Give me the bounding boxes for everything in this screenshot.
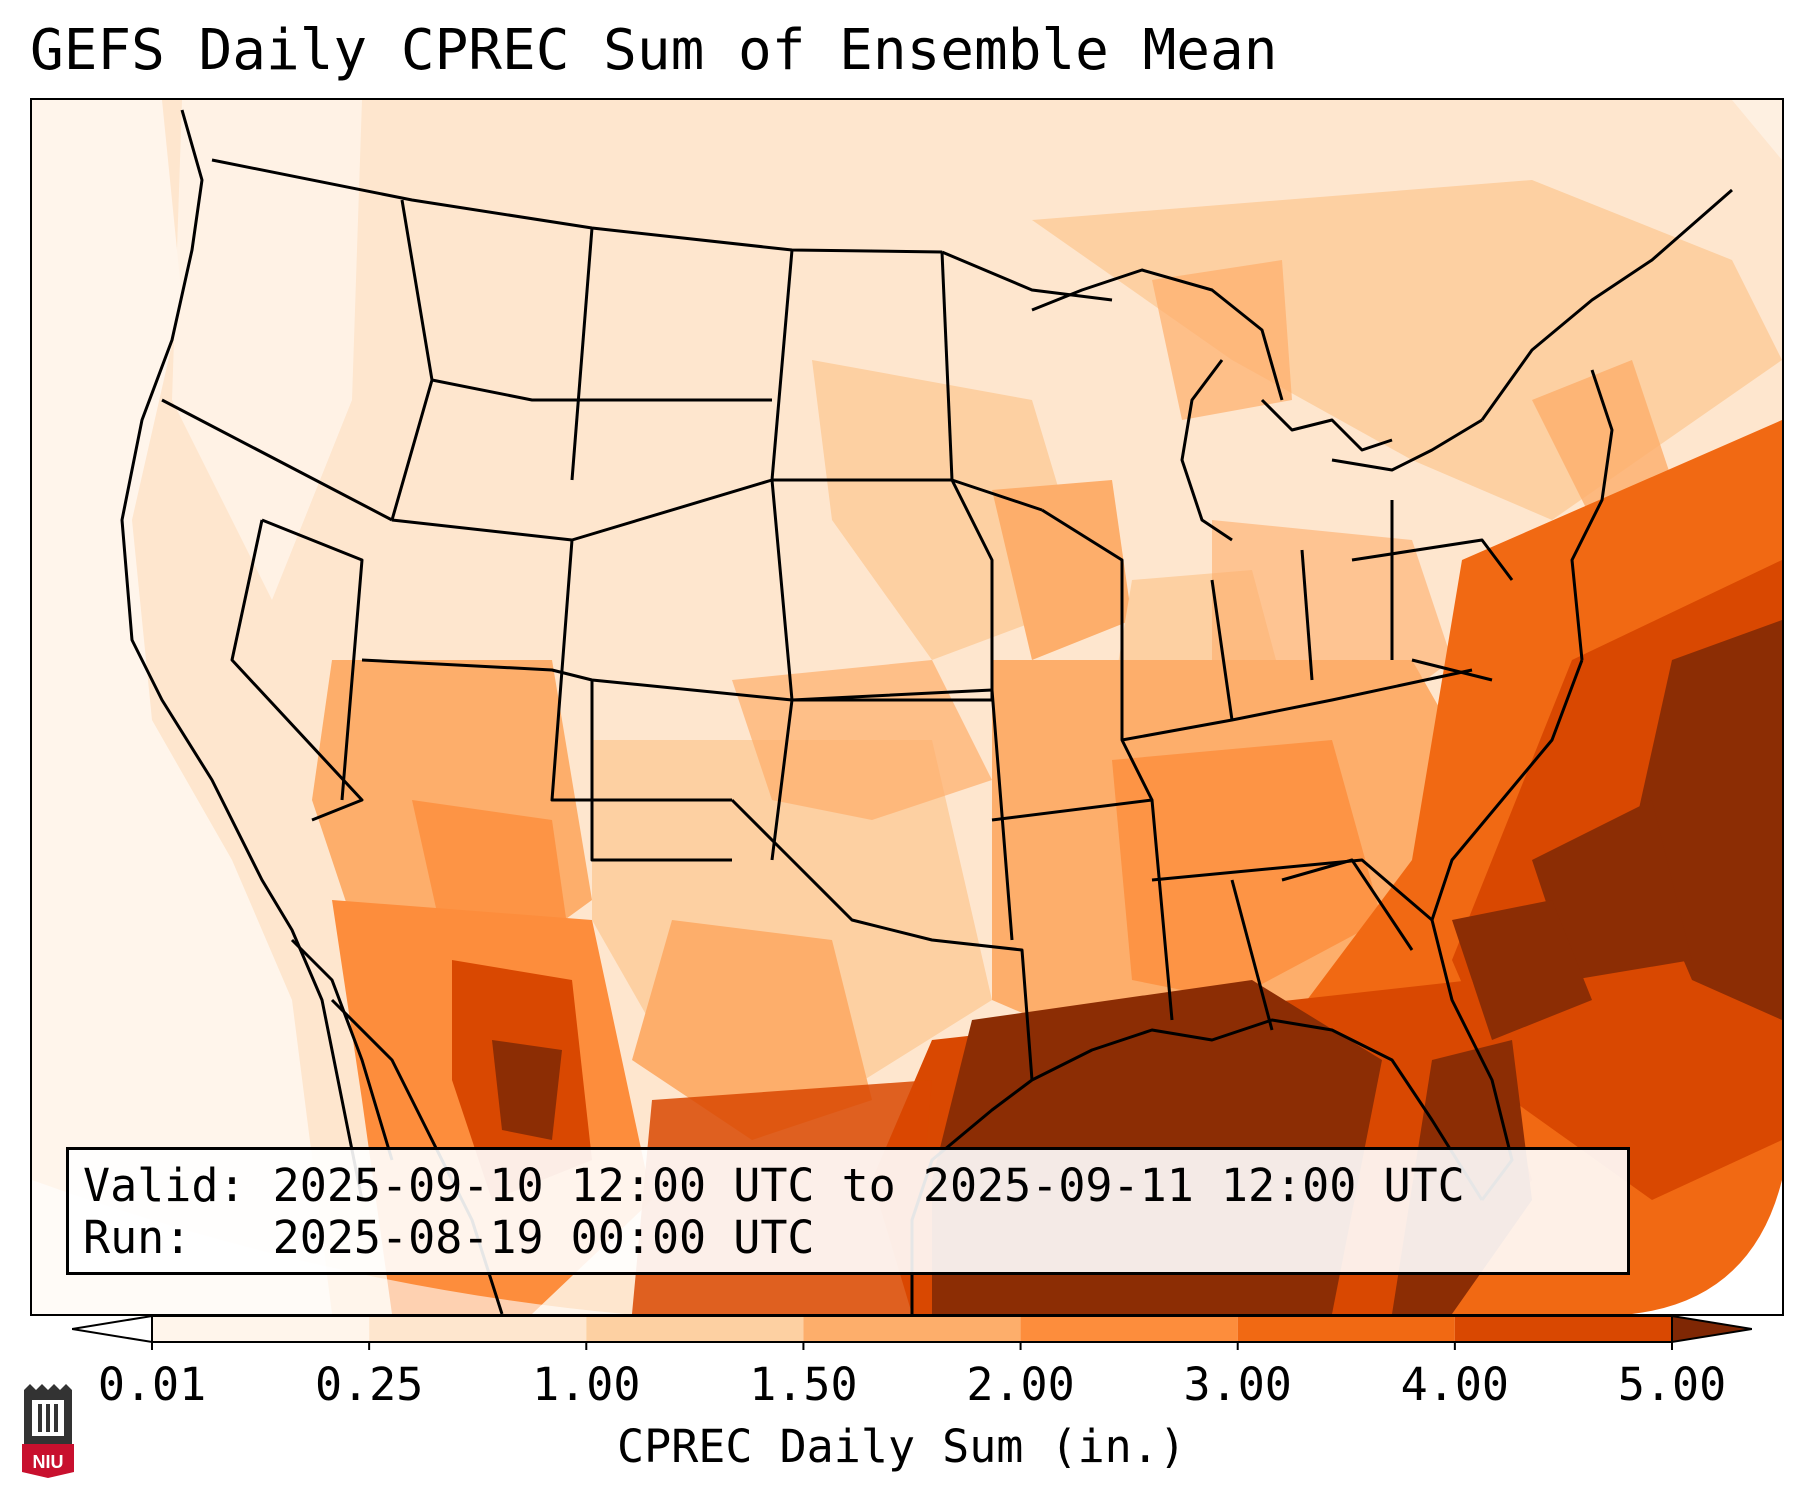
colorbar-tick-label: 1.00 [532,1358,641,1411]
colorbar-tick-label: 1.50 [749,1358,858,1411]
chart-title: GEFS Daily CPREC Sum of Ensemble Mean [30,18,1278,83]
colorbar-tick-label: 2.00 [966,1358,1075,1411]
colorbar-segment [1454,1316,1672,1342]
colorbar-segment [152,1316,370,1342]
boundaries [120,109,1733,1314]
colorbar-tick-label: 0.01 [97,1358,207,1411]
valid-label: Valid: [83,1159,246,1212]
colorbar [72,1314,1752,1350]
colorbar-segment [1237,1316,1455,1342]
colorbar-segment [803,1316,1021,1342]
map-canvas [32,100,1782,1314]
colorbar-tick-label: 3.00 [1183,1358,1292,1411]
colorbar-frame [151,1315,1673,1343]
colorbar-segment [369,1316,587,1342]
precip-field [32,100,1782,1314]
colorbar-under-arrow [72,1314,153,1344]
colorbar-tick-label: 4.00 [1400,1358,1510,1411]
precipitation-map [30,98,1784,1316]
colorbar-segment [586,1316,804,1342]
valid-value: 2025-09-10 12:00 UTC to 2025-09-11 12:00… [272,1159,1465,1212]
colorbar-label: CPREC Daily Sum (in.) [617,1420,1186,1473]
colorbar-segment [1020,1316,1238,1342]
colorbar-tick-label: 5.00 [1617,1358,1727,1411]
colorbar-tick-label: 0.25 [314,1358,424,1411]
run-label: Run: [83,1211,192,1264]
validity-info-box: Valid: 2025-09-10 12:00 UTC to 2025-09-1… [66,1147,1630,1275]
logo-text: NIU [33,1452,64,1472]
niu-logo: NIU [22,1384,74,1478]
run-value: 2025-08-19 00:00 UTC [272,1211,815,1264]
colorbar-over-arrow [1671,1314,1752,1344]
